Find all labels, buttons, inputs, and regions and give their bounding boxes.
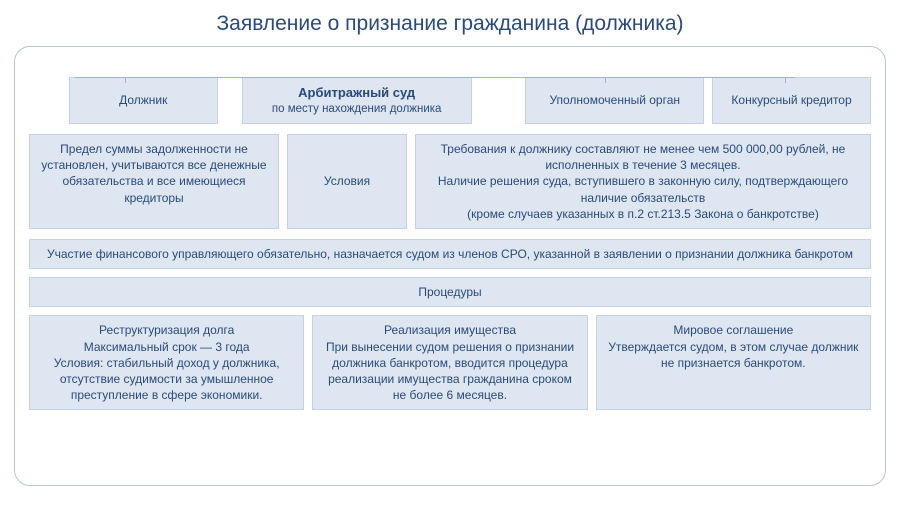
box-creditor: Конкурсный кредитор [712, 77, 871, 124]
row-parties: Должник Арбитражный суд по месту нахожде… [29, 77, 871, 124]
page-title: Заявление о признание гражданина (должни… [0, 0, 900, 46]
row-manager: Участие финансового управляющего обязате… [29, 239, 871, 269]
label-court-title: Арбитражный суд [251, 84, 463, 102]
box-procedures-header: Процедуры [29, 277, 871, 307]
box-manager: Участие финансового управляющего обязате… [29, 239, 871, 269]
box-procedure-restructuring: Реструктуризация долга Максимальный срок… [29, 315, 304, 410]
box-procedure-settlement: Мировое соглашение Утверждается судом, в… [596, 315, 871, 410]
text-conditions-left: Предел суммы задолженности не установлен… [41, 142, 266, 205]
label-court-sub: по месту нахождения должника [251, 102, 463, 118]
row-procedures: Реструктуризация долга Максимальный срок… [29, 315, 871, 410]
label-authority: Уполномоченный орган [549, 92, 680, 108]
box-conditions-mid: Условия [287, 134, 407, 229]
label-procedures: Процедуры [418, 285, 481, 299]
box-conditions-right: Требования к должнику составляют не мене… [415, 134, 871, 229]
box-conditions-left: Предел суммы задолженности не установлен… [29, 134, 279, 229]
connector-v-authority [605, 77, 606, 83]
label-debtor: Должник [119, 92, 167, 108]
row-procedures-header: Процедуры [29, 277, 871, 307]
label-conditions: Условия [324, 173, 370, 189]
text-manager: Участие финансового управляющего обязате… [47, 247, 853, 261]
text-procedure-a: Реструктуризация долга Максимальный срок… [54, 323, 280, 402]
box-debtor: Должник [69, 77, 218, 124]
diagram-frame: Должник Арбитражный суд по месту нахожде… [14, 46, 886, 486]
connector-horizontal-top [75, 77, 795, 78]
box-authority: Уполномоченный орган [525, 77, 704, 124]
text-conditions-right: Требования к должнику составляют не мене… [438, 142, 848, 221]
box-court: Арбитражный суд по месту нахождения долж… [242, 77, 472, 124]
text-procedure-c: Мировое соглашение Утверждается судом, в… [608, 323, 858, 369]
row-conditions: Предел суммы задолженности не установлен… [29, 134, 871, 229]
box-procedure-realization: Реализация имущества При вынесении судом… [312, 315, 587, 410]
text-procedure-b: Реализация имущества При вынесении судом… [326, 323, 574, 402]
connector-v-debtor [125, 77, 126, 83]
label-creditor: Конкурсный кредитор [731, 92, 851, 108]
connector-v-creditor [785, 77, 786, 83]
